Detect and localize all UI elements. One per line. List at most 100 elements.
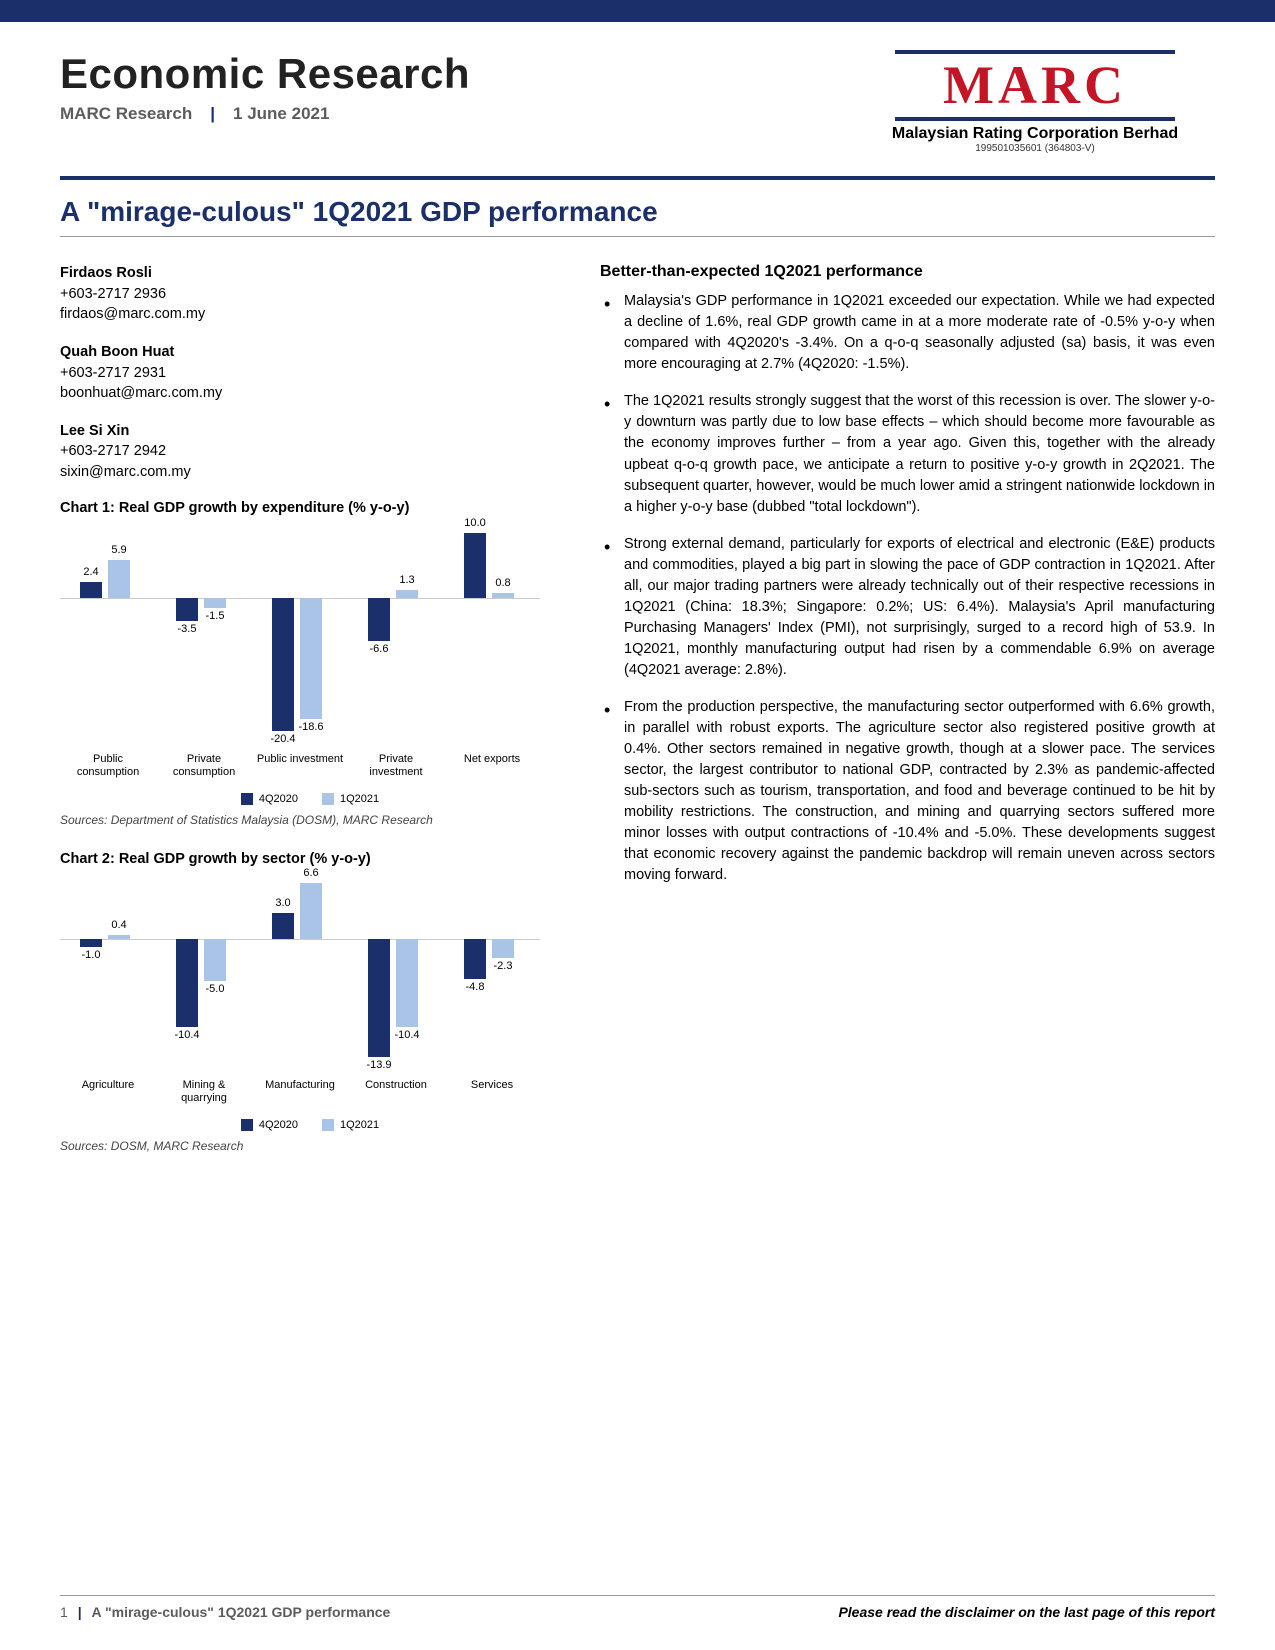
article-title: A "mirage-culous" 1Q2021 GDP performance xyxy=(0,180,1275,236)
legend-swatch xyxy=(241,1119,253,1131)
main-title: Economic Research xyxy=(60,50,855,98)
author-phone: +603-2717 2936 xyxy=(60,284,560,304)
bar xyxy=(396,939,418,1027)
chart2-source: Sources: DOSM, MARC Research xyxy=(60,1139,560,1153)
chart2-area: -1.00.4Agriculture-10.4-5.0Mining &quarr… xyxy=(60,877,540,1113)
header-right: MARC Malaysian Rating Corporation Berhad… xyxy=(855,50,1215,154)
legend-item: 1Q2021 xyxy=(322,793,379,805)
footer-rule xyxy=(60,1595,1215,1596)
bar-label: 0.8 xyxy=(478,577,528,589)
bar xyxy=(80,582,102,598)
pipe-divider: | xyxy=(210,104,215,124)
author-email: sixin@marc.com.my xyxy=(60,462,560,482)
page-number: 1 xyxy=(60,1604,68,1620)
bar xyxy=(204,939,226,982)
bar-label: -1.5 xyxy=(190,610,240,622)
chart1-area: 2.45.9Publicconsumption-3.5-1.5Privateco… xyxy=(60,526,540,787)
author: Firdaos Rosli +603-2717 2936 firdaos@mar… xyxy=(60,263,560,324)
author: Lee Si Xin +603-2717 2942 sixin@marc.com… xyxy=(60,421,560,482)
bar xyxy=(108,935,130,938)
footer-row: 1 | A "mirage-culous" 1Q2021 GDP perform… xyxy=(60,1604,1215,1620)
author-phone: +603-2717 2942 xyxy=(60,441,560,461)
bar xyxy=(204,598,226,608)
bar xyxy=(272,913,294,939)
chart2-block: Chart 2: Real GDP growth by sector (% y-… xyxy=(60,851,560,1153)
footer-left: 1 | A "mirage-culous" 1Q2021 GDP perform… xyxy=(60,1604,390,1620)
columns: Firdaos Rosli +603-2717 2936 firdaos@mar… xyxy=(0,237,1275,1176)
legend-label: 4Q2020 xyxy=(259,793,298,805)
bullet-item: Strong external demand, particularly for… xyxy=(600,534,1215,681)
bar xyxy=(396,590,418,598)
bar-label: -13.9 xyxy=(354,1059,404,1071)
bar xyxy=(492,593,514,598)
bar-label: -18.6 xyxy=(286,721,336,733)
bar xyxy=(80,939,102,948)
right-column: Better-than-expected 1Q2021 performance … xyxy=(600,263,1215,1176)
category-label: Construction xyxy=(351,1079,441,1092)
category-label: Net exports xyxy=(447,753,537,766)
category-label: Privateinvestment xyxy=(351,753,441,779)
org-reg: 199501035601 (364803-V) xyxy=(855,143,1215,154)
author-name: Firdaos Rosli xyxy=(60,263,560,283)
legend-item: 1Q2021 xyxy=(322,1119,379,1131)
legend-swatch xyxy=(322,793,334,805)
bar xyxy=(464,939,486,980)
author-email: boonhuat@marc.com.my xyxy=(60,383,560,403)
bar-label: -1.0 xyxy=(66,949,116,961)
legend-item: 4Q2020 xyxy=(241,793,298,805)
footer-disclaimer: Please read the disclaimer on the last p… xyxy=(838,1604,1215,1620)
bar-label: -5.0 xyxy=(190,983,240,995)
pub-date: 1 June 2021 xyxy=(233,104,329,124)
author-name: Lee Si Xin xyxy=(60,421,560,441)
bar-label: -4.8 xyxy=(450,981,500,993)
bar-label: 5.9 xyxy=(94,544,144,556)
logo-rule-bottom xyxy=(895,117,1175,121)
legend-label: 1Q2021 xyxy=(340,1119,379,1131)
sub-header: MARC Research | 1 June 2021 xyxy=(60,104,855,124)
category-label: Privateconsumption xyxy=(159,753,249,779)
org-name: Malaysian Rating Corporation Berhad xyxy=(855,125,1215,143)
bar xyxy=(300,883,322,939)
bar-label: 6.6 xyxy=(286,867,336,879)
chart1-title: Chart 1: Real GDP growth by expenditure … xyxy=(60,500,560,516)
chart1-block: Chart 1: Real GDP growth by expenditure … xyxy=(60,500,560,827)
bar-label: -20.4 xyxy=(258,733,308,745)
chart2-title: Chart 2: Real GDP growth by sector (% y-… xyxy=(60,851,560,867)
logo-text: MARC xyxy=(855,56,1215,115)
legend-label: 1Q2021 xyxy=(340,793,379,805)
chart1-legend: 4Q2020 1Q2021 xyxy=(60,793,560,805)
bar-label: -10.4 xyxy=(162,1029,212,1041)
bar xyxy=(368,598,390,641)
bullet-item: The 1Q2021 results strongly suggest that… xyxy=(600,391,1215,517)
chart2-legend: 4Q2020 1Q2021 xyxy=(60,1119,560,1131)
author-phone: +603-2717 2931 xyxy=(60,363,560,383)
legend-swatch xyxy=(241,793,253,805)
org-label: MARC Research xyxy=(60,104,192,124)
category-label: Manufacturing xyxy=(255,1079,345,1092)
category-label: Mining &quarrying xyxy=(159,1079,249,1105)
bar-label: -10.4 xyxy=(382,1029,432,1041)
left-column: Firdaos Rosli +603-2717 2936 firdaos@mar… xyxy=(60,263,560,1176)
header: Economic Research MARC Research | 1 June… xyxy=(0,22,1275,164)
bar-label: -6.6 xyxy=(354,643,404,655)
bar-label: 0.4 xyxy=(94,919,144,931)
bar xyxy=(108,560,130,598)
category-label: Publicconsumption xyxy=(63,753,153,779)
bullet-list: Malaysia's GDP performance in 1Q2021 exc… xyxy=(600,291,1215,885)
bar-label: -3.5 xyxy=(162,623,212,635)
bar xyxy=(300,598,322,719)
bar-label: -2.3 xyxy=(478,960,528,972)
author-name: Quah Boon Huat xyxy=(60,342,560,362)
category-label: Services xyxy=(447,1079,537,1092)
logo-rule-top xyxy=(895,50,1175,54)
legend-swatch xyxy=(322,1119,334,1131)
category-label: Public investment xyxy=(255,753,345,766)
legend-item: 4Q2020 xyxy=(241,1119,298,1131)
bar xyxy=(492,939,514,959)
bar-label: 1.3 xyxy=(382,574,432,586)
header-left: Economic Research MARC Research | 1 June… xyxy=(60,50,855,124)
top-bar xyxy=(0,0,1275,22)
chart1-source: Sources: Department of Statistics Malays… xyxy=(60,813,560,827)
bullet-item: Malaysia's GDP performance in 1Q2021 exc… xyxy=(600,291,1215,375)
author-email: firdaos@marc.com.my xyxy=(60,304,560,324)
